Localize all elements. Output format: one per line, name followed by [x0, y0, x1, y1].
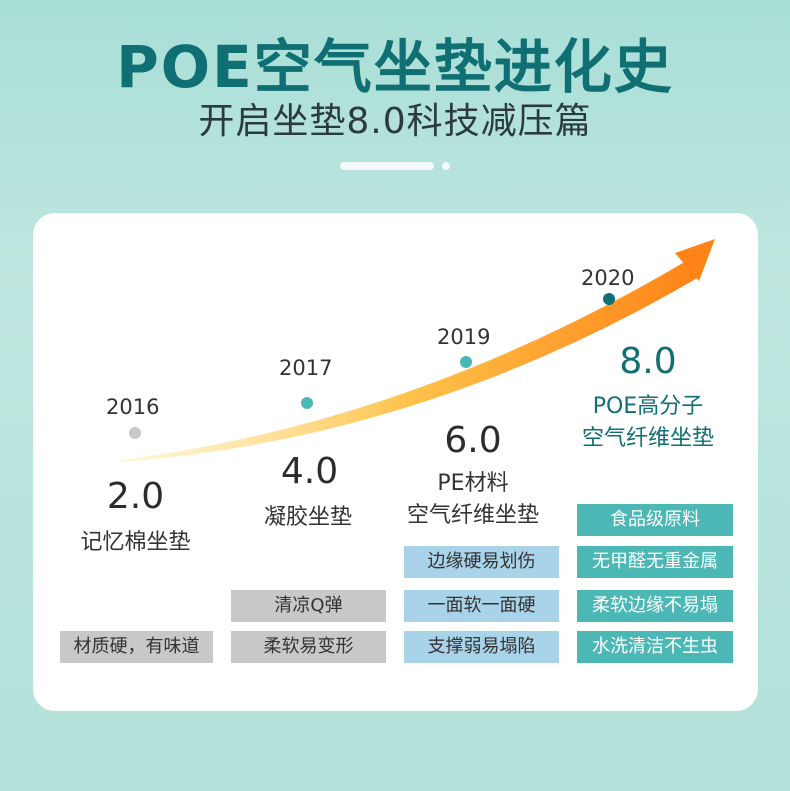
year-label-2020: 2020 — [581, 266, 635, 290]
timeline-dot-2019 — [460, 356, 472, 368]
growth-arrow-icon — [121, 239, 715, 462]
tag-2017-2: 柔软易变形 — [231, 631, 386, 663]
timeline-dot-2017 — [301, 397, 313, 409]
product-name-2019-line1: PE材料 — [437, 471, 509, 496]
timeline-dot-2020 — [603, 293, 615, 305]
version-2019: 6.0 — [444, 420, 502, 461]
page-subtitle: 开启坐垫8.0科技减压篇 — [198, 101, 592, 142]
product-name-2020-line2: 空气纤维坐垫 — [581, 426, 714, 451]
product-name-2017: 凝胶坐垫 — [263, 505, 352, 530]
version-2017: 4.0 — [280, 451, 339, 492]
page-title: POE空气坐垫进化史 — [116, 33, 674, 101]
timeline-card: 2016 2.0 记忆棉坐垫 材质硬，有味道 2017 4.0 凝胶坐垫 清凉Q… — [33, 213, 758, 711]
product-name-2020-line1: POE高分子 — [592, 394, 704, 419]
decorative-dot — [442, 162, 450, 170]
tag-2020-2: 无甲醛无重金属 — [577, 546, 733, 578]
tag-2020-1: 食品级原料 — [577, 504, 733, 536]
year-label-2017: 2017 — [279, 356, 333, 380]
tag-2020-3: 柔软边缘不易塌 — [577, 590, 733, 622]
tag-2020-4: 水洗清洁不生虫 — [577, 631, 733, 663]
tag-2019-3: 支撑弱易塌陷 — [404, 631, 559, 663]
version-2020: 8.0 — [619, 341, 677, 382]
tag-2019-2: 一面软一面硬 — [404, 590, 559, 622]
tag-2019-1: 边缘硬易划伤 — [404, 546, 559, 578]
version-2016: 2.0 — [106, 476, 165, 517]
year-label-2019: 2019 — [437, 325, 491, 349]
year-label-2016: 2016 — [106, 395, 160, 419]
product-name-2019-line2: 空气纤维坐垫 — [406, 503, 539, 528]
timeline-dot-2016 — [129, 427, 141, 439]
tag-2016-1: 材质硬，有味道 — [60, 631, 213, 663]
product-name-2016: 记忆棉坐垫 — [80, 530, 191, 555]
tag-2017-1: 清凉Q弹 — [231, 590, 386, 622]
decorative-bar — [340, 162, 434, 170]
